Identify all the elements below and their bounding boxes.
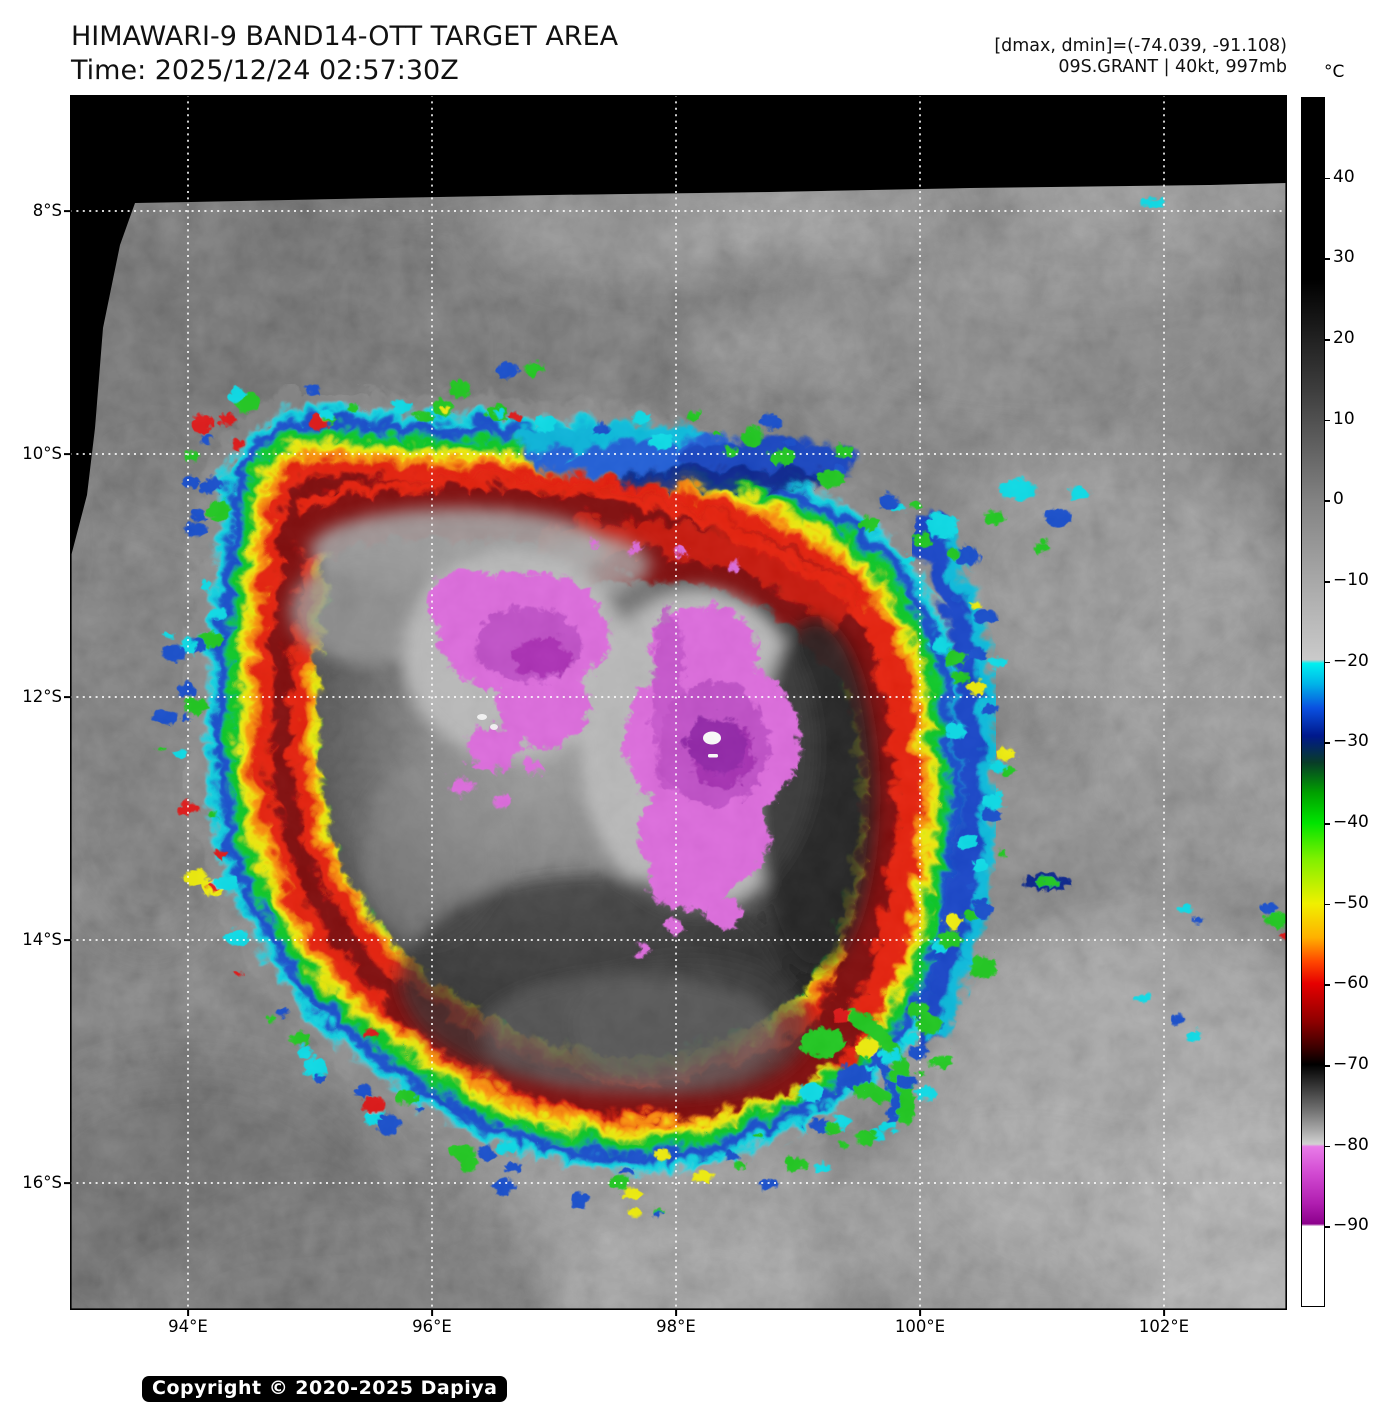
y-axis-tick xyxy=(64,210,70,212)
x-axis-tick xyxy=(675,1310,677,1316)
colorbar-tick xyxy=(1325,177,1330,180)
x-axis-label: 96°E xyxy=(412,1317,452,1336)
y-axis-label: 16°S xyxy=(22,1173,62,1193)
colorbar-tick-label: −20 xyxy=(1333,650,1369,671)
x-axis-tick xyxy=(1163,1310,1165,1316)
y-axis-tick xyxy=(64,453,70,455)
satellite-image xyxy=(70,95,1287,1310)
y-axis-label: 12°S xyxy=(22,687,62,707)
x-axis-label: 102°E xyxy=(1138,1317,1190,1336)
colorbar-tick-label: −80 xyxy=(1333,1134,1369,1155)
colorbar-tick xyxy=(1325,1065,1330,1067)
y-axis-tick xyxy=(64,696,70,698)
colorbar-tick-label: −10 xyxy=(1333,570,1369,591)
x-axis-tick xyxy=(431,1310,433,1316)
colorbar xyxy=(1301,97,1325,1307)
colorbar-tick xyxy=(1325,1145,1330,1148)
x-axis-label: 94°E xyxy=(168,1317,208,1336)
title-block: HIMAWARI-9 BAND14-OTT TARGET AREA Time: … xyxy=(71,20,618,88)
dmax-dmin-readout: [dmax, dmin]=(-74.039, -91.108) xyxy=(994,36,1287,56)
colorbar-tick xyxy=(1325,258,1330,260)
colorbar-tick-label: 40 xyxy=(1333,166,1355,187)
x-axis-label: 100°E xyxy=(894,1317,946,1336)
colorbar-tick xyxy=(1325,823,1330,825)
colorbar-tick xyxy=(1325,500,1330,502)
colorbar-tick-label: −60 xyxy=(1333,973,1369,994)
colorbar-tick-label: 10 xyxy=(1333,408,1355,429)
storm-info: 09S.GRANT | 40kt, 997mb xyxy=(1058,57,1287,77)
colorbar-tick-label: 20 xyxy=(1333,328,1355,349)
x-axis-label: 98°E xyxy=(656,1317,696,1336)
colorbar-tick-label: 30 xyxy=(1333,247,1355,268)
colorbar-tick xyxy=(1325,661,1330,664)
y-axis-label: 10°S xyxy=(22,444,62,464)
colorbar-tick xyxy=(1325,581,1330,583)
header-right-block: [dmax, dmin]=(-74.039, -91.108) 09S.GRAN… xyxy=(994,36,1287,78)
x-axis-tick xyxy=(187,1310,189,1316)
copyright-badge: Copyright © 2020-2025 Dapiya xyxy=(142,1376,508,1402)
colorbar-tick-label: −90 xyxy=(1333,1215,1369,1236)
no-data-region xyxy=(70,95,1287,560)
colorbar-tick-label: −70 xyxy=(1333,1054,1369,1075)
y-axis-label: 8°S xyxy=(32,201,62,221)
colorbar-tick xyxy=(1325,984,1330,986)
timestamp: Time: 2025/12/24 02:57:30Z xyxy=(71,55,459,86)
page-title: HIMAWARI-9 BAND14-OTT TARGET AREA xyxy=(71,21,619,52)
colorbar-tick xyxy=(1325,1226,1330,1228)
satellite-map: Copyright © 2020-2025 Dapiya xyxy=(70,95,1287,1402)
y-axis-label: 14°S xyxy=(22,930,62,950)
colorbar-tick-label: −40 xyxy=(1333,812,1369,833)
colorbar-tick-label: 0 xyxy=(1333,489,1344,510)
colorbar-unit-label: °C xyxy=(1324,62,1345,82)
graticule xyxy=(70,95,1287,1310)
map-border xyxy=(70,95,1287,1310)
colorbar-tick xyxy=(1325,419,1330,422)
colorbar-tick xyxy=(1325,742,1330,744)
y-axis-tick xyxy=(64,939,70,941)
y-axis-tick xyxy=(64,1182,70,1184)
colorbar-tick-label: −30 xyxy=(1333,731,1369,752)
film-grain xyxy=(70,95,1287,1310)
colorbar-tick-label: −50 xyxy=(1333,892,1369,913)
x-axis-tick xyxy=(919,1310,921,1316)
colorbar-tick xyxy=(1325,903,1330,906)
colorbar-tick xyxy=(1325,339,1330,341)
